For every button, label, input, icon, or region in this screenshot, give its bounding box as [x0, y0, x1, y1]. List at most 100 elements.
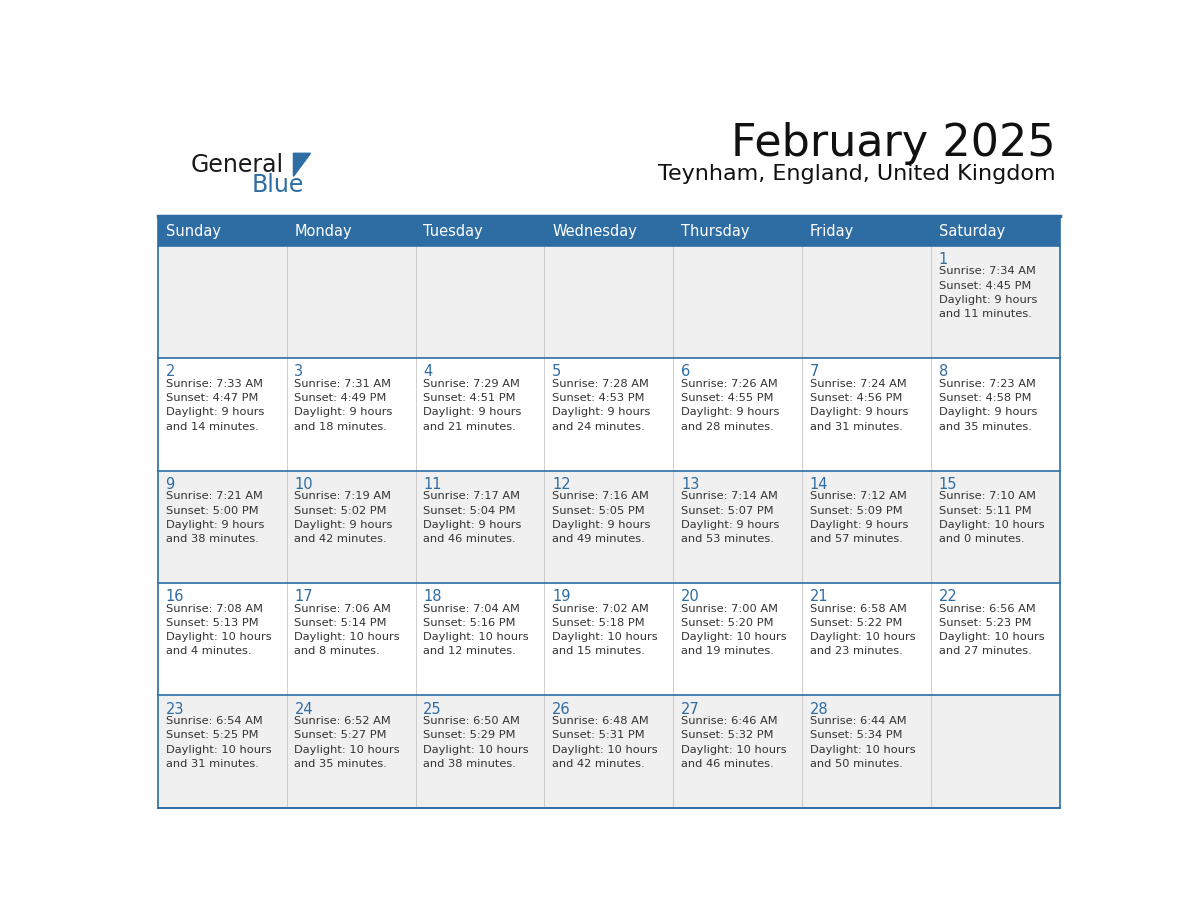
Text: Sunrise: 7:08 AM: Sunrise: 7:08 AM: [165, 604, 263, 614]
Text: Sunrise: 7:02 AM: Sunrise: 7:02 AM: [552, 604, 649, 614]
Text: Sunset: 5:09 PM: Sunset: 5:09 PM: [810, 506, 903, 516]
Text: and 21 minutes.: and 21 minutes.: [423, 421, 516, 431]
Text: and 35 minutes.: and 35 minutes.: [939, 421, 1031, 431]
Text: Sunset: 5:14 PM: Sunset: 5:14 PM: [295, 618, 387, 628]
Text: and 14 minutes.: and 14 minutes.: [165, 421, 258, 431]
Bar: [158, 583, 1060, 695]
Text: Sunrise: 6:46 AM: Sunrise: 6:46 AM: [681, 716, 778, 726]
Text: and 19 minutes.: and 19 minutes.: [681, 646, 773, 656]
Text: Daylight: 10 hours: Daylight: 10 hours: [295, 744, 400, 755]
Text: Sunrise: 6:50 AM: Sunrise: 6:50 AM: [423, 716, 520, 726]
Text: Sunset: 5:18 PM: Sunset: 5:18 PM: [552, 618, 645, 628]
Text: Sunset: 5:31 PM: Sunset: 5:31 PM: [552, 731, 645, 741]
Text: and 50 minutes.: and 50 minutes.: [810, 759, 903, 769]
Text: Sunset: 5:05 PM: Sunset: 5:05 PM: [552, 506, 645, 516]
Text: Daylight: 9 hours: Daylight: 9 hours: [295, 408, 393, 418]
Text: Sunrise: 7:24 AM: Sunrise: 7:24 AM: [810, 379, 906, 389]
Text: and 18 minutes.: and 18 minutes.: [295, 421, 387, 431]
Text: Sunrise: 7:04 AM: Sunrise: 7:04 AM: [423, 604, 520, 614]
Text: 12: 12: [552, 476, 570, 492]
Text: Daylight: 10 hours: Daylight: 10 hours: [810, 744, 916, 755]
Text: 18: 18: [423, 589, 442, 604]
Text: Daylight: 10 hours: Daylight: 10 hours: [810, 633, 916, 643]
Text: Daylight: 10 hours: Daylight: 10 hours: [165, 633, 271, 643]
Text: 28: 28: [810, 701, 828, 717]
Bar: [158, 695, 1060, 808]
Text: Daylight: 10 hours: Daylight: 10 hours: [423, 633, 529, 643]
Text: Sunrise: 6:52 AM: Sunrise: 6:52 AM: [295, 716, 391, 726]
Text: 9: 9: [165, 476, 175, 492]
Text: Daylight: 10 hours: Daylight: 10 hours: [165, 744, 271, 755]
Text: Sunset: 5:11 PM: Sunset: 5:11 PM: [939, 506, 1031, 516]
Text: Thursday: Thursday: [681, 224, 750, 239]
Text: Sunset: 5:27 PM: Sunset: 5:27 PM: [295, 731, 387, 741]
Text: 24: 24: [295, 701, 314, 717]
Text: Daylight: 9 hours: Daylight: 9 hours: [681, 408, 779, 418]
Text: Sunset: 5:00 PM: Sunset: 5:00 PM: [165, 506, 258, 516]
Text: 6: 6: [681, 364, 690, 379]
Text: and 53 minutes.: and 53 minutes.: [681, 534, 773, 544]
Text: 26: 26: [552, 701, 570, 717]
Text: Friday: Friday: [810, 224, 854, 239]
Text: General: General: [191, 152, 284, 176]
Text: Sunset: 5:20 PM: Sunset: 5:20 PM: [681, 618, 773, 628]
Text: and 11 minutes.: and 11 minutes.: [939, 309, 1031, 319]
Text: Daylight: 9 hours: Daylight: 9 hours: [165, 408, 264, 418]
Text: Sunrise: 6:48 AM: Sunrise: 6:48 AM: [552, 716, 649, 726]
Text: Sunrise: 7:10 AM: Sunrise: 7:10 AM: [939, 491, 1036, 501]
Text: Monday: Monday: [295, 224, 352, 239]
Text: and 42 minutes.: and 42 minutes.: [552, 759, 645, 769]
Text: Tuesday: Tuesday: [423, 224, 484, 239]
Text: 5: 5: [552, 364, 562, 379]
Text: Daylight: 10 hours: Daylight: 10 hours: [681, 744, 786, 755]
Text: and 15 minutes.: and 15 minutes.: [552, 646, 645, 656]
Text: 13: 13: [681, 476, 700, 492]
Text: Daylight: 10 hours: Daylight: 10 hours: [552, 633, 658, 643]
Text: Sunrise: 7:28 AM: Sunrise: 7:28 AM: [552, 379, 649, 389]
Text: 1: 1: [939, 252, 948, 267]
Text: Sunset: 5:25 PM: Sunset: 5:25 PM: [165, 731, 258, 741]
Text: and 31 minutes.: and 31 minutes.: [810, 421, 903, 431]
Text: 20: 20: [681, 589, 700, 604]
FancyBboxPatch shape: [158, 217, 1060, 246]
Text: 16: 16: [165, 589, 184, 604]
Text: and 0 minutes.: and 0 minutes.: [939, 534, 1024, 544]
Text: Sunset: 5:04 PM: Sunset: 5:04 PM: [423, 506, 516, 516]
Text: Sunset: 5:22 PM: Sunset: 5:22 PM: [810, 618, 902, 628]
Text: and 38 minutes.: and 38 minutes.: [165, 534, 259, 544]
Text: Sunset: 4:47 PM: Sunset: 4:47 PM: [165, 393, 258, 403]
Text: 23: 23: [165, 701, 184, 717]
Text: Sunrise: 7:16 AM: Sunrise: 7:16 AM: [552, 491, 649, 501]
Text: and 38 minutes.: and 38 minutes.: [423, 759, 516, 769]
Text: Sunrise: 6:44 AM: Sunrise: 6:44 AM: [810, 716, 906, 726]
Bar: [158, 358, 1060, 471]
Text: Sunset: 5:13 PM: Sunset: 5:13 PM: [165, 618, 258, 628]
Text: Daylight: 10 hours: Daylight: 10 hours: [552, 744, 658, 755]
Text: Daylight: 9 hours: Daylight: 9 hours: [939, 295, 1037, 305]
Text: Sunrise: 7:33 AM: Sunrise: 7:33 AM: [165, 379, 263, 389]
Text: Daylight: 10 hours: Daylight: 10 hours: [939, 520, 1044, 530]
Text: Sunrise: 6:56 AM: Sunrise: 6:56 AM: [939, 604, 1036, 614]
Text: Daylight: 9 hours: Daylight: 9 hours: [552, 408, 651, 418]
Text: Sunrise: 7:29 AM: Sunrise: 7:29 AM: [423, 379, 520, 389]
Text: and 8 minutes.: and 8 minutes.: [295, 646, 380, 656]
Polygon shape: [293, 153, 310, 176]
Text: Sunrise: 6:58 AM: Sunrise: 6:58 AM: [810, 604, 906, 614]
Text: Daylight: 9 hours: Daylight: 9 hours: [552, 520, 651, 530]
Text: Sunrise: 7:31 AM: Sunrise: 7:31 AM: [295, 379, 391, 389]
Text: 3: 3: [295, 364, 304, 379]
Text: Sunday: Sunday: [165, 224, 221, 239]
Text: 2: 2: [165, 364, 175, 379]
Text: Daylight: 10 hours: Daylight: 10 hours: [295, 633, 400, 643]
Text: Sunset: 5:16 PM: Sunset: 5:16 PM: [423, 618, 516, 628]
Text: 4: 4: [423, 364, 432, 379]
Text: Daylight: 10 hours: Daylight: 10 hours: [939, 633, 1044, 643]
Text: and 23 minutes.: and 23 minutes.: [810, 646, 903, 656]
Text: Daylight: 10 hours: Daylight: 10 hours: [681, 633, 786, 643]
Text: Sunrise: 7:23 AM: Sunrise: 7:23 AM: [939, 379, 1036, 389]
Text: Daylight: 9 hours: Daylight: 9 hours: [295, 520, 393, 530]
Text: 7: 7: [810, 364, 820, 379]
Text: and 27 minutes.: and 27 minutes.: [939, 646, 1031, 656]
Text: Daylight: 9 hours: Daylight: 9 hours: [165, 520, 264, 530]
Text: Sunset: 5:07 PM: Sunset: 5:07 PM: [681, 506, 773, 516]
